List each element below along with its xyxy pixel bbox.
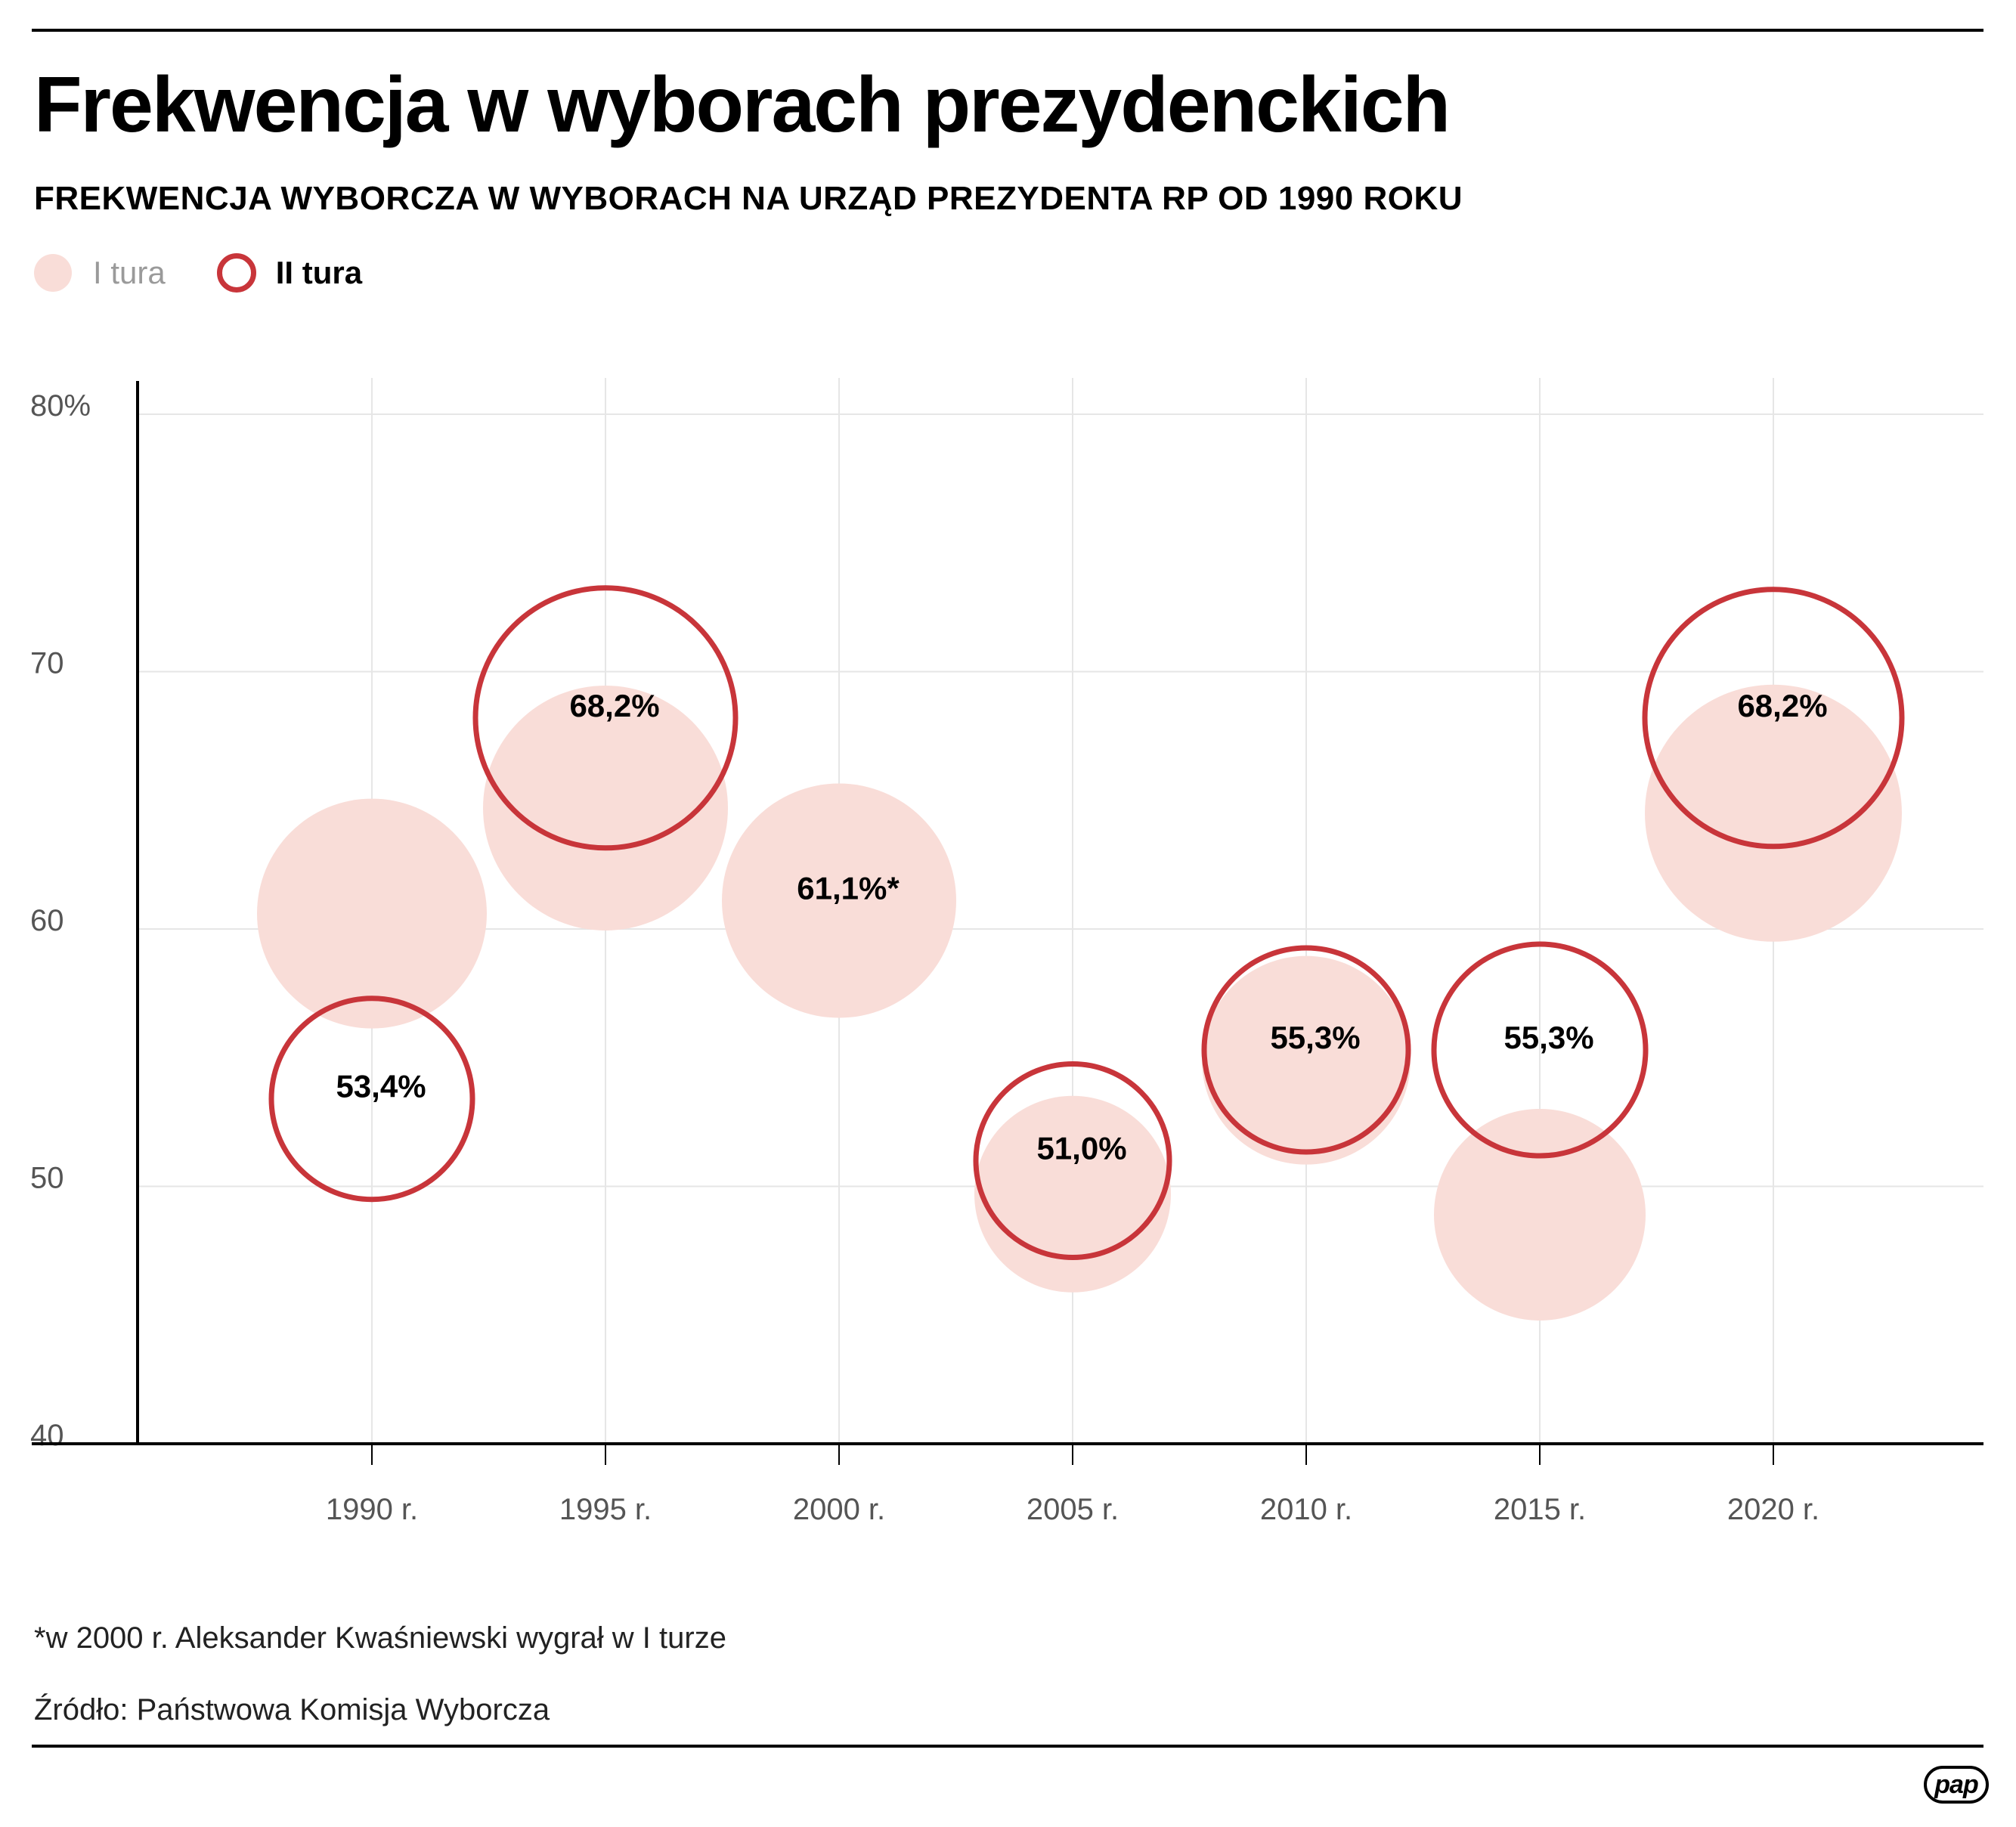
source-note: Źródło: Państwowa Komisja Wyborcza: [34, 1693, 550, 1726]
pap-logo-text: pap: [1934, 1770, 1978, 1799]
round1-bubble: [1645, 684, 1902, 942]
x-tick-label: 2000 r.: [793, 1493, 885, 1526]
data-label: 51,0%: [1036, 1130, 1126, 1166]
bottom-rule: [32, 1745, 1983, 1748]
round2-ring: [1431, 941, 1649, 1159]
round1-bubble: [1434, 1108, 1646, 1321]
round1-bubble: [483, 685, 728, 931]
round2-ring: [268, 996, 475, 1203]
data-label: 68,2%: [1737, 688, 1827, 723]
legend-swatch-round1: [34, 254, 72, 292]
legend-label-round2: II tura: [275, 255, 363, 290]
round2-ring: [1201, 945, 1411, 1155]
legend: I tura II tura: [34, 249, 413, 296]
legend-swatch-round2: [216, 253, 256, 293]
y-tick-label: 70: [30, 647, 64, 680]
y-tick-label: 80%: [30, 389, 91, 423]
pap-logo: pap: [1924, 1766, 1989, 1804]
data-label: 61,1%*: [797, 871, 900, 906]
data-label: 53,4%: [336, 1069, 426, 1104]
top-rule: [32, 29, 1983, 32]
data-label: 55,3%: [1503, 1020, 1593, 1055]
y-tick-label: 50: [30, 1162, 64, 1195]
x-tick-label: 2015 r.: [1494, 1493, 1586, 1526]
x-tick-label: 2020 r.: [1727, 1493, 1819, 1526]
y-tick-label: 60: [30, 904, 64, 937]
footnote: *w 2000 r. Aleksander Kwaśniewski wygrał…: [34, 1621, 726, 1655]
round2-ring: [1642, 587, 1905, 850]
round2-ring: [472, 585, 739, 851]
data-label: 55,3%: [1270, 1020, 1360, 1055]
round1-bubble: [257, 798, 487, 1029]
data-label: 68,2%: [569, 688, 659, 723]
round2-ring: [973, 1061, 1172, 1260]
turnout-chart: 40 50 60 70 80% 1990 r. 1995 r. 2000 r. 2005 r. 2…: [30, 378, 1983, 1526]
page-subtitle: FREKWENCJA WYBORCZA W WYBORACH NA URZĄD …: [34, 180, 1463, 217]
legend-item-round1: I tura: [34, 254, 166, 292]
y-tick-label: 40: [30, 1419, 64, 1452]
round1-bubble: [974, 1095, 1171, 1293]
round1-bubble: [722, 783, 956, 1018]
legend-label-round1: I tura: [93, 255, 166, 290]
x-tick-label: 2010 r.: [1260, 1493, 1352, 1526]
x-tick-label: 2005 r.: [1027, 1493, 1119, 1526]
x-tick-label: 1990 r.: [326, 1493, 418, 1526]
legend-item-round2: II tura: [216, 253, 363, 293]
page-title: Frekwencja w wyborach prezydenckich: [34, 61, 1451, 149]
x-tick-label: 1995 r.: [559, 1493, 652, 1526]
round1-bubble: [1202, 955, 1411, 1165]
